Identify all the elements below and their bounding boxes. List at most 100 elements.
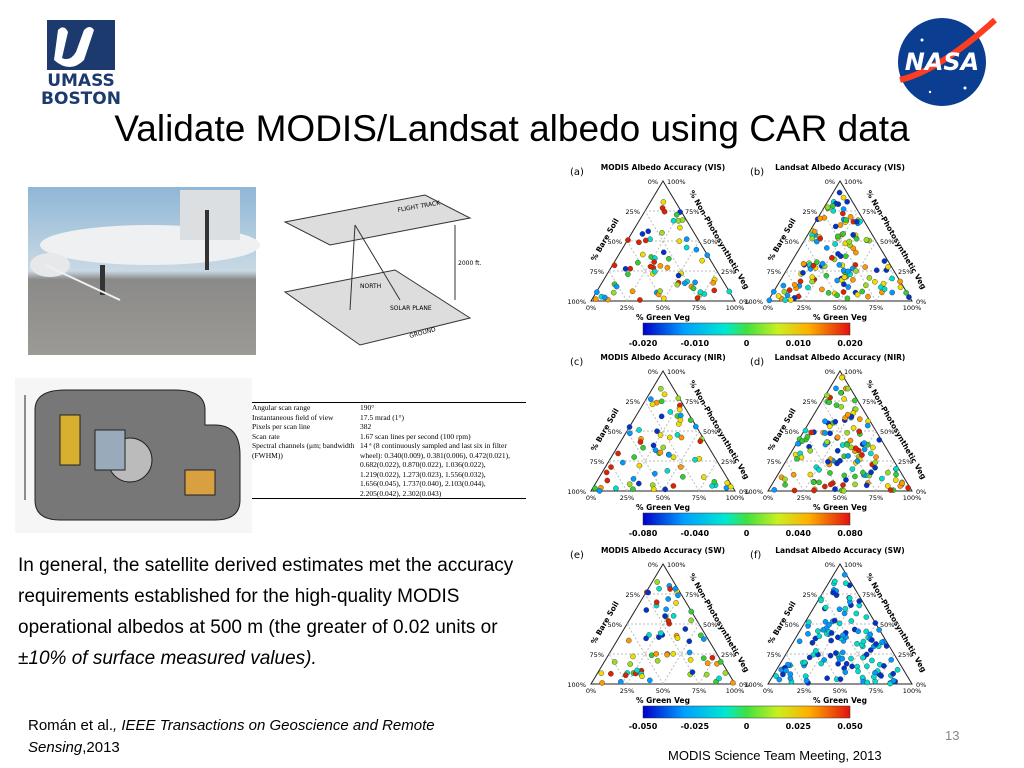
scatter-dot xyxy=(629,288,636,295)
ternary-tick-label: 25% xyxy=(803,208,817,216)
scatter-dot xyxy=(630,476,637,482)
ternary-tick-label: 75% xyxy=(862,398,876,406)
panel-letter: (d) xyxy=(750,357,764,368)
scatter-dot xyxy=(831,617,838,624)
scatter-dot xyxy=(883,643,890,649)
table-value: 1.67 scan lines per second (100 rpm) xyxy=(360,432,526,442)
scatter-dot xyxy=(905,485,911,491)
scatter-dot xyxy=(836,620,843,627)
scatter-dot xyxy=(841,610,848,617)
scatter-dot xyxy=(639,673,645,680)
ternary-tick-label: 25% xyxy=(721,268,735,276)
ternary-axis-title: % Green Veg xyxy=(636,503,690,512)
colorbar-label: -0.010 xyxy=(680,339,709,348)
scatter-dot xyxy=(692,456,698,463)
scatter-dot xyxy=(656,585,662,592)
ternary-tick-label: 75% xyxy=(685,398,699,406)
ternary-tick-label: 25% xyxy=(797,304,811,312)
scatter-dot xyxy=(639,231,646,237)
scatter-dot xyxy=(844,441,850,448)
scatter-dot xyxy=(879,639,885,646)
table-value: 17.5 mrad (1°) xyxy=(360,413,526,423)
scatter-dot xyxy=(816,467,822,473)
scatter-dot xyxy=(818,660,825,667)
scatter-dot xyxy=(631,454,637,460)
scatter-dot xyxy=(845,284,852,290)
scatter-dot xyxy=(824,392,830,399)
scatter-dot xyxy=(640,444,646,451)
scatter-dot xyxy=(670,454,677,461)
colorbar-label: 0.020 xyxy=(837,339,863,348)
scatter-dot xyxy=(643,635,649,642)
scatter-dot xyxy=(863,282,869,289)
scatter-dot xyxy=(650,486,657,493)
scatter-dot xyxy=(823,272,830,279)
scatter-dot xyxy=(828,637,834,644)
scatter-dot xyxy=(817,235,824,242)
scatter-dot xyxy=(594,289,600,295)
table-value: 190° xyxy=(360,403,526,413)
ternary-tick-label: 50% xyxy=(833,304,847,312)
ternary-grid xyxy=(875,460,895,492)
scatter-dot xyxy=(689,669,696,675)
scatter-dot xyxy=(780,282,787,289)
ternary-tick-label: 0% xyxy=(648,178,658,186)
scatter-dot xyxy=(846,238,853,245)
scatter-dot xyxy=(854,291,861,298)
scatter-dot xyxy=(834,292,840,299)
scatter-dot xyxy=(884,483,891,489)
scatter-dot xyxy=(887,487,894,493)
panel-title: Landsat Albedo Accuracy (SW) xyxy=(775,546,905,555)
scatter-dot xyxy=(897,278,903,285)
scatter-dot xyxy=(872,464,878,471)
scatter-dot xyxy=(674,432,681,438)
colorbar-label: -0.080 xyxy=(629,529,658,538)
scatter-dot xyxy=(881,286,888,292)
colorbar-label: 0.010 xyxy=(786,339,812,348)
scatter-dot xyxy=(662,613,668,619)
ternary-grid xyxy=(803,400,859,492)
scatter-dot xyxy=(658,630,664,636)
colorbar-label: -0.050 xyxy=(629,722,658,731)
ternary-tick-label: 25% xyxy=(721,458,735,466)
scatter-dot xyxy=(849,466,856,472)
ternary-axis-title: % Green Veg xyxy=(813,696,867,705)
scatter-dot xyxy=(613,485,619,492)
scatter-dot xyxy=(810,479,817,486)
ternary-tick-label: 25% xyxy=(803,398,817,406)
scatter-dot xyxy=(890,670,896,677)
scatter-dot xyxy=(783,667,789,674)
scatter-dot xyxy=(826,399,832,406)
ternary-tick-label: 75% xyxy=(869,494,883,502)
footer: MODIS Science Team Meeting, 2013 xyxy=(668,748,882,763)
citation-journal: , IEEE Transactions on Geoscience and Re… xyxy=(28,717,435,756)
scatter-dot xyxy=(692,423,699,430)
scatter-dot xyxy=(833,385,839,392)
ternary-tick-label: 75% xyxy=(692,304,706,312)
scatter-dot xyxy=(643,607,650,613)
ternary-tick-label: 25% xyxy=(898,268,912,276)
scatter-dot xyxy=(888,656,895,663)
scatter-dot xyxy=(786,287,793,293)
scatter-dot xyxy=(627,430,633,437)
scatter-dot xyxy=(805,631,811,637)
scatter-dot xyxy=(866,275,873,281)
ternary-tick-label: 75% xyxy=(862,208,876,216)
scatter-dot xyxy=(791,282,798,288)
ternary-tick-label: 25% xyxy=(803,591,817,599)
scatter-dot xyxy=(842,605,849,612)
scatter-dot xyxy=(885,264,891,270)
scatter-dot xyxy=(670,217,677,224)
scatter-dot xyxy=(809,639,816,646)
scatter-dot xyxy=(630,653,636,660)
ternary-tick-label: 25% xyxy=(620,687,634,695)
scatter-dot xyxy=(694,295,701,301)
ternary-tick-label: 0% xyxy=(916,681,926,689)
scatter-dot xyxy=(817,215,824,222)
scatter-dot xyxy=(675,395,682,402)
table-row: Scan rate 1.67 scan lines per second (100… xyxy=(252,432,526,442)
scatter-dot xyxy=(829,254,835,261)
scatter-dot xyxy=(843,217,849,223)
scatter-dot xyxy=(814,259,820,265)
scatter-dot xyxy=(834,460,840,467)
